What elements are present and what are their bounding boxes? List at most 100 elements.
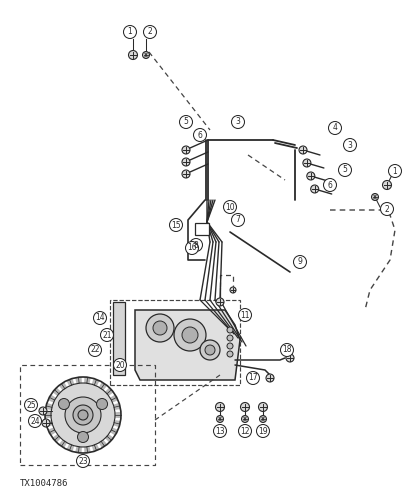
Circle shape xyxy=(339,164,351,176)
Text: 16: 16 xyxy=(187,244,197,252)
Circle shape xyxy=(266,374,274,382)
Circle shape xyxy=(205,345,215,355)
Polygon shape xyxy=(113,403,121,410)
Text: 12: 12 xyxy=(240,426,250,436)
Text: 6: 6 xyxy=(197,130,202,140)
Polygon shape xyxy=(110,394,118,402)
Text: 5: 5 xyxy=(342,166,347,174)
FancyBboxPatch shape xyxy=(195,223,209,235)
Circle shape xyxy=(65,397,101,433)
Circle shape xyxy=(42,419,50,427)
Circle shape xyxy=(382,180,392,190)
Circle shape xyxy=(190,238,202,252)
Polygon shape xyxy=(45,412,51,418)
Circle shape xyxy=(28,414,41,428)
Text: 23: 23 xyxy=(78,456,88,466)
Circle shape xyxy=(280,344,294,356)
Polygon shape xyxy=(45,403,53,410)
Text: 2: 2 xyxy=(385,204,389,214)
Circle shape xyxy=(51,383,115,447)
Circle shape xyxy=(182,170,190,178)
Circle shape xyxy=(59,398,69,409)
Circle shape xyxy=(169,218,183,232)
Circle shape xyxy=(123,26,137,38)
Polygon shape xyxy=(75,446,82,453)
Circle shape xyxy=(389,164,401,177)
Text: 6: 6 xyxy=(328,180,332,190)
Text: 8: 8 xyxy=(194,240,198,250)
Circle shape xyxy=(214,424,226,438)
Circle shape xyxy=(299,146,307,154)
Polygon shape xyxy=(105,388,114,396)
Circle shape xyxy=(93,312,107,324)
Circle shape xyxy=(259,416,266,422)
Circle shape xyxy=(216,416,223,422)
Text: 15: 15 xyxy=(171,220,181,230)
Circle shape xyxy=(76,454,90,468)
Circle shape xyxy=(344,138,356,151)
Text: 21: 21 xyxy=(102,330,112,340)
Polygon shape xyxy=(66,444,74,452)
Circle shape xyxy=(153,321,167,335)
Text: 25: 25 xyxy=(26,400,36,409)
Polygon shape xyxy=(110,428,118,436)
Text: 11: 11 xyxy=(240,310,250,320)
Circle shape xyxy=(307,172,315,180)
Polygon shape xyxy=(84,377,91,384)
Polygon shape xyxy=(66,378,74,386)
Circle shape xyxy=(303,159,311,167)
Text: 22: 22 xyxy=(90,346,100,354)
Circle shape xyxy=(128,50,138,59)
Circle shape xyxy=(242,416,249,422)
Text: 2: 2 xyxy=(147,28,152,36)
Text: TX1004786: TX1004786 xyxy=(20,479,69,488)
Circle shape xyxy=(88,344,102,356)
Polygon shape xyxy=(99,440,107,448)
Circle shape xyxy=(39,407,47,415)
Circle shape xyxy=(78,410,88,420)
Circle shape xyxy=(256,424,270,438)
Circle shape xyxy=(194,128,206,141)
Circle shape xyxy=(259,402,268,411)
Circle shape xyxy=(328,122,342,134)
Polygon shape xyxy=(113,420,121,427)
Circle shape xyxy=(294,256,306,268)
Text: 4: 4 xyxy=(332,124,337,132)
Circle shape xyxy=(232,214,244,226)
Circle shape xyxy=(24,398,38,411)
Polygon shape xyxy=(92,378,100,386)
Circle shape xyxy=(286,354,294,362)
Circle shape xyxy=(372,194,378,200)
Text: 9: 9 xyxy=(297,258,302,266)
Circle shape xyxy=(180,116,192,128)
Polygon shape xyxy=(48,394,56,402)
Circle shape xyxy=(311,185,319,193)
Circle shape xyxy=(200,340,220,360)
Text: 17: 17 xyxy=(248,374,258,382)
Circle shape xyxy=(323,178,337,192)
Text: 1: 1 xyxy=(393,166,397,175)
Polygon shape xyxy=(84,446,91,453)
Circle shape xyxy=(227,327,233,333)
Polygon shape xyxy=(115,412,121,418)
Polygon shape xyxy=(52,434,61,442)
Text: 10: 10 xyxy=(225,202,235,211)
Circle shape xyxy=(238,424,252,438)
Circle shape xyxy=(216,402,225,411)
Text: 3: 3 xyxy=(348,140,352,149)
Circle shape xyxy=(143,26,157,38)
Circle shape xyxy=(142,52,150,59)
Circle shape xyxy=(223,200,237,213)
Text: 24: 24 xyxy=(30,416,40,426)
Circle shape xyxy=(238,308,252,322)
Polygon shape xyxy=(99,382,107,390)
Polygon shape xyxy=(48,428,56,436)
Circle shape xyxy=(182,158,190,166)
Circle shape xyxy=(185,242,199,254)
Circle shape xyxy=(174,319,206,351)
Text: 7: 7 xyxy=(235,216,240,224)
Text: 14: 14 xyxy=(95,314,105,322)
Circle shape xyxy=(227,335,233,341)
Circle shape xyxy=(247,372,259,384)
Circle shape xyxy=(78,432,88,442)
